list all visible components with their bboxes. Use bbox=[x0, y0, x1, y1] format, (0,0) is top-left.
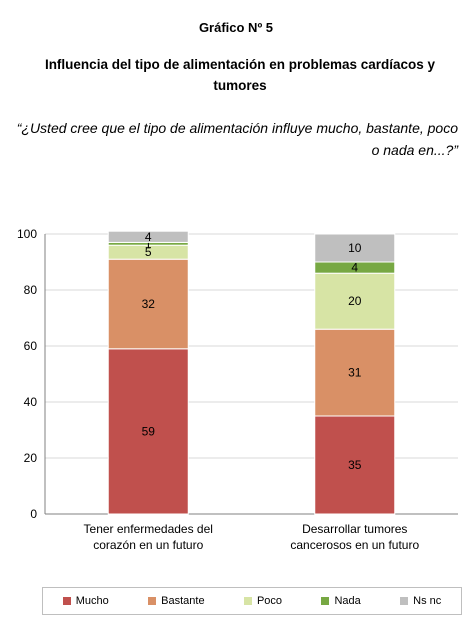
x-category-label: cancerosos en un futuro bbox=[290, 538, 419, 552]
legend-label: Nada bbox=[334, 595, 361, 607]
bar-segment bbox=[107, 230, 189, 243]
data-label: 5 bbox=[145, 245, 152, 259]
data-label: 32 bbox=[142, 297, 156, 311]
legend-label: Poco bbox=[256, 595, 283, 607]
legend-swatch bbox=[400, 597, 409, 605]
bar-segment bbox=[314, 272, 396, 330]
x-category-label: Tener enfermedades del bbox=[84, 522, 213, 536]
data-label: 4 bbox=[351, 261, 358, 275]
x-category-label: corazón en un futuro bbox=[93, 538, 203, 552]
data-label: 1 bbox=[145, 237, 152, 251]
legend-item: Bastante bbox=[148, 595, 205, 607]
bar-segment bbox=[314, 415, 396, 515]
bar-segment bbox=[107, 348, 189, 515]
data-label: 35 bbox=[348, 458, 362, 472]
bar-segment bbox=[314, 233, 396, 263]
bar-segment bbox=[314, 328, 396, 417]
x-category-label: Desarrollar tumores bbox=[302, 522, 407, 536]
y-tick-label: 40 bbox=[24, 395, 38, 409]
legend-item: Nada bbox=[321, 595, 361, 607]
chart-label: Gráfico Nº 5 bbox=[198, 20, 274, 35]
chart-legend: Mucho Bastante Poco Nada Ns nc bbox=[42, 587, 462, 615]
legend-swatch bbox=[321, 597, 330, 605]
y-tick-label: 80 bbox=[24, 283, 38, 297]
data-label: 20 bbox=[348, 294, 362, 308]
y-tick-label: 60 bbox=[24, 339, 38, 353]
chart-question: “¿Usted cree que el tipo de alimentación… bbox=[16, 120, 458, 158]
data-label: 10 bbox=[348, 241, 362, 255]
legend-item: Mucho bbox=[62, 595, 109, 607]
legend-item: Poco bbox=[243, 595, 283, 607]
data-label: 31 bbox=[348, 366, 362, 380]
legend-label: Mucho bbox=[75, 595, 109, 607]
bar-segment bbox=[107, 258, 189, 350]
legend-swatch bbox=[243, 597, 252, 605]
y-tick-label: 20 bbox=[24, 451, 38, 465]
data-label: 59 bbox=[142, 424, 156, 438]
data-label: 4 bbox=[145, 230, 152, 244]
legend-swatch bbox=[148, 597, 157, 605]
legend-label: Ns nc bbox=[413, 595, 442, 607]
legend-item: Ns nc bbox=[400, 595, 441, 607]
y-tick-label: 0 bbox=[30, 507, 37, 521]
legend-label: Bastante bbox=[161, 595, 205, 607]
y-tick-label: 100 bbox=[17, 227, 37, 241]
legend-swatch bbox=[62, 597, 71, 605]
chart-title: Influencia del tipo de alimentación en p… bbox=[44, 57, 436, 93]
